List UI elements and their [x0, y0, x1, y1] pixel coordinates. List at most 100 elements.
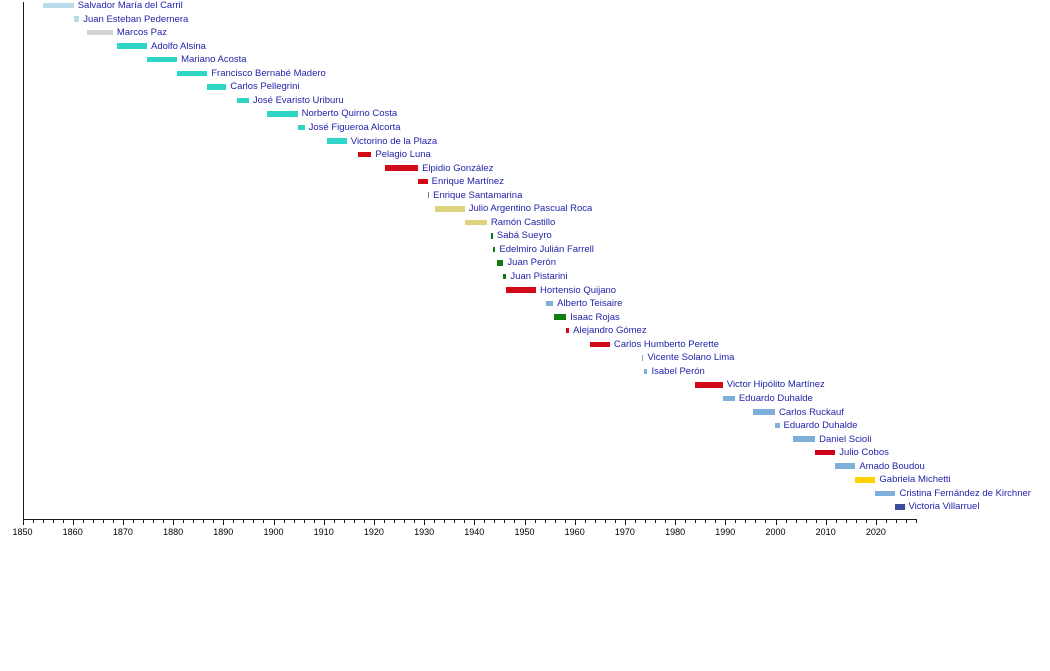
person-link[interactable]: Victor Hipólito Martínez — [726, 379, 825, 391]
axis-tick-label: 1860 — [62, 526, 83, 537]
person-link[interactable]: José Figueroa Alcorta — [308, 121, 401, 133]
person-link[interactable]: Alberto Teisaire — [557, 298, 623, 310]
term-bar[interactable] — [267, 111, 298, 117]
person-link[interactable]: Hortensio Quijano — [540, 284, 617, 296]
person-link[interactable]: Carlos Pellegrini — [230, 81, 300, 93]
person-link[interactable]: Vicente Solano Lima — [647, 352, 735, 364]
term-bar[interactable] — [116, 43, 147, 49]
term-bar[interactable] — [237, 97, 249, 104]
axis-minor-tick — [504, 519, 506, 523]
term-bar[interactable] — [493, 246, 496, 253]
person-link[interactable]: Eduardo Duhalde — [783, 420, 858, 432]
term-bar[interactable] — [875, 490, 896, 497]
person-link[interactable]: Julio Argentino Pascual Roca — [468, 203, 593, 215]
person-link[interactable]: Juan Esteban Pedernera — [83, 13, 189, 25]
term-bar[interactable] — [694, 382, 723, 388]
term-bar[interactable] — [792, 436, 816, 442]
term-bar[interactable] — [835, 463, 856, 469]
person-link[interactable]: Elpidio González — [422, 162, 494, 174]
term-bar[interactable] — [357, 151, 372, 158]
person-link[interactable]: Gabriela Michetti — [879, 474, 951, 486]
term-bar[interactable] — [326, 138, 347, 144]
axis-major-tick — [675, 519, 677, 525]
term-bar[interactable] — [554, 314, 567, 320]
axis-major-tick — [72, 519, 74, 525]
person-link[interactable]: Ramón Castillo — [490, 216, 556, 228]
axis-minor-tick — [434, 519, 436, 523]
term-bar[interactable] — [86, 29, 113, 36]
term-bar[interactable] — [427, 192, 430, 198]
person-link[interactable]: Isaac Rojas — [570, 311, 620, 323]
person-link[interactable]: Alejandro Gómez — [573, 325, 647, 337]
term-bar[interactable] — [42, 2, 74, 9]
axis-major-tick — [574, 519, 576, 525]
term-bar[interactable] — [207, 84, 227, 90]
axis-tick-label: 2020 — [865, 526, 886, 537]
person-link[interactable]: Marcos Paz — [116, 27, 168, 39]
person-link[interactable]: Isabel Perón — [651, 365, 705, 377]
term-bar[interactable] — [589, 341, 610, 347]
person-link[interactable]: Amado Boudou — [859, 460, 925, 472]
axis-minor-tick — [102, 519, 104, 523]
person-link[interactable]: Juan Pistarini — [510, 271, 568, 282]
axis-minor-tick — [614, 519, 616, 523]
term-bar[interactable] — [641, 355, 644, 361]
term-bar[interactable] — [385, 165, 419, 171]
person-link[interactable]: Julio Cobos — [839, 447, 889, 459]
term-bar[interactable] — [566, 327, 570, 334]
term-bar[interactable] — [643, 368, 648, 375]
person-link[interactable]: Victoria Villarruel — [908, 501, 980, 513]
axis-major-tick — [825, 519, 827, 525]
axis-minor-tick — [393, 519, 395, 523]
person-link[interactable]: José Evaristo Uriburu — [252, 94, 344, 106]
term-bar[interactable] — [855, 477, 876, 483]
person-link[interactable]: Carlos Ruckauf — [778, 406, 844, 418]
person-link[interactable]: Mariano Acosta — [181, 54, 247, 66]
plot-area: 1850 1860 1870 1880 1890 1900 1910 1920 1930 1940… — [12, 0, 1031, 537]
term-bar[interactable] — [503, 273, 507, 280]
person-link[interactable]: Carlos Humberto Perette — [613, 338, 719, 350]
person-link[interactable]: Juan Perón — [507, 257, 556, 269]
person-link[interactable]: Edelmiro Julián Farrell — [499, 243, 594, 255]
axis-minor-tick — [183, 519, 185, 523]
term-bar[interactable] — [895, 504, 905, 510]
axis-tick-label: 1940 — [464, 526, 485, 537]
axis-minor-tick — [253, 519, 255, 523]
person-link[interactable]: Daniel Scioli — [819, 433, 872, 445]
term-bar[interactable] — [297, 124, 305, 131]
term-bar[interactable] — [418, 178, 428, 185]
axis-minor-tick — [163, 519, 165, 523]
person-link[interactable]: Adolfo Alsina — [150, 40, 206, 52]
term-bar[interactable] — [496, 260, 504, 266]
term-bar[interactable] — [546, 300, 554, 307]
person-link[interactable]: Victorino de la Plaza — [350, 135, 438, 147]
person-link[interactable]: Enrique Santamarina — [433, 189, 523, 201]
axis-tick-label: 1950 — [514, 526, 535, 537]
axis-minor-tick — [333, 519, 335, 523]
term-bar[interactable] — [491, 233, 493, 239]
axis-tick-label: 1880 — [163, 526, 184, 537]
person-link[interactable]: Sabá Sueyro — [496, 230, 552, 242]
person-link[interactable]: Norberto Quirno Costa — [301, 108, 398, 120]
term-bar[interactable] — [753, 409, 775, 415]
axis-minor-tick — [715, 519, 717, 523]
term-bar[interactable] — [774, 422, 780, 429]
person-link[interactable]: Pelagio Luna — [375, 149, 431, 161]
term-bar[interactable] — [177, 70, 208, 76]
term-bar[interactable] — [434, 206, 465, 212]
person-link[interactable]: Cristina Fernández de Kirchner — [899, 487, 1031, 499]
term-bar[interactable] — [506, 287, 537, 293]
person-link[interactable]: Salvador María del Carril — [77, 0, 183, 11]
term-bar[interactable] — [73, 16, 80, 22]
axis-minor-tick — [534, 519, 536, 523]
person-link[interactable]: Eduardo Duhalde — [738, 392, 813, 404]
axis-major-tick — [323, 519, 325, 525]
term-bar[interactable] — [815, 449, 836, 456]
term-bar[interactable] — [722, 395, 735, 402]
term-bar[interactable] — [464, 219, 487, 226]
person-link[interactable]: Francisco Bernabé Madero — [211, 67, 326, 79]
term-bar[interactable] — [146, 56, 178, 63]
x-axis-line — [22, 518, 918, 520]
person-link[interactable]: Enrique Martínez — [431, 176, 504, 188]
axis-tick-label: 1970 — [614, 526, 635, 537]
